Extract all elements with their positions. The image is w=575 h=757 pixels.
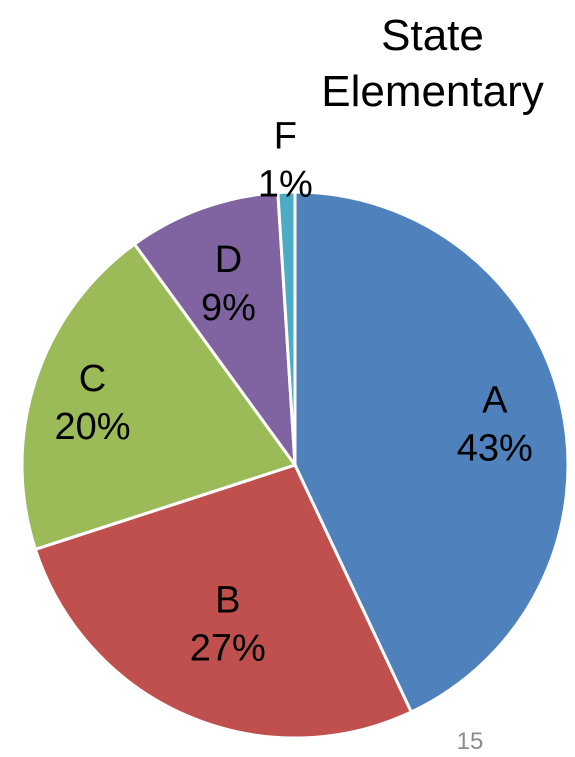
chart-title: State Elementary [310, 8, 555, 120]
page-number: 15 [456, 728, 484, 755]
pie-labels: A 43% B 27% C 20% D 9% F 1% [54, 116, 532, 670]
slice-value-d: 9% [201, 287, 256, 329]
slice-value-f: 1% [258, 164, 313, 206]
pie-slice-b [33, 463, 414, 740]
slice-label-b: B [215, 579, 240, 621]
chart-title-line1: State [381, 11, 484, 60]
chart-title-line2: Elementary [321, 67, 544, 116]
pie-slice-f [276, 190, 297, 466]
pie-slice-a [293, 190, 570, 715]
pie-slices [20, 190, 570, 740]
slice-label-c: C [79, 358, 106, 400]
pie-slice-d [132, 190, 297, 471]
slice-value-c: 20% [54, 406, 130, 448]
slice-label-a: A [482, 379, 508, 421]
slice-value-a: 43% [457, 427, 533, 469]
pie-slice-c [20, 242, 298, 552]
slice-label-d: D [215, 239, 242, 281]
slice-value-b: 27% [190, 627, 266, 669]
slice-label-f: F [274, 116, 297, 158]
